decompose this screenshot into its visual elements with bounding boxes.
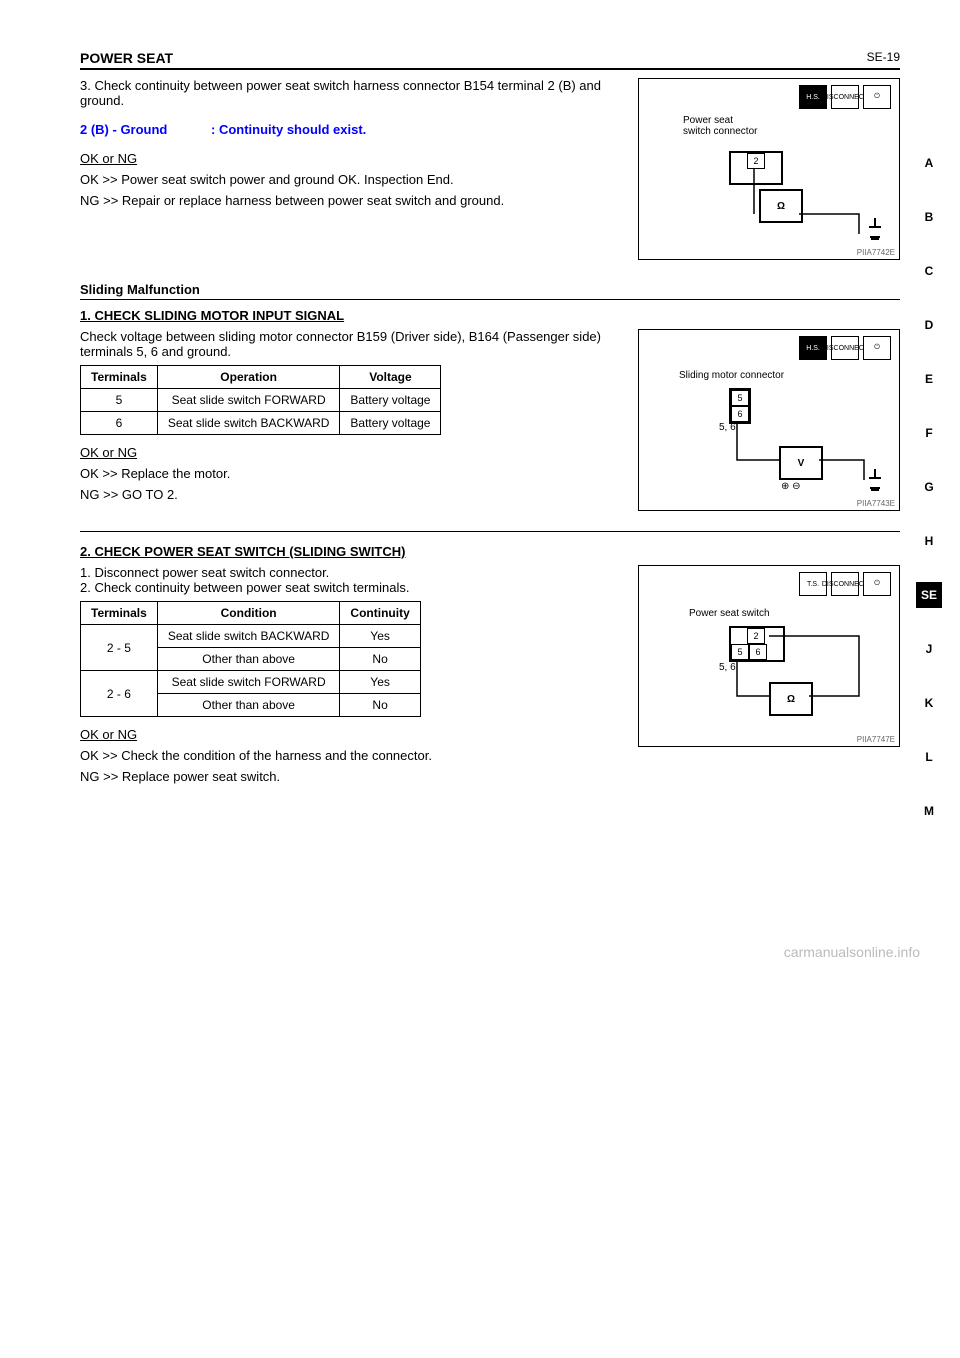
td: 5 [81, 389, 158, 412]
step-text: 3. Check continuity between power seat s… [80, 78, 622, 108]
td: Seat slide switch BACKWARD [157, 625, 340, 648]
measurement-right: : Continuity should exist. [211, 122, 366, 137]
th: Continuity [340, 602, 420, 625]
td: Battery voltage [340, 412, 441, 435]
ok-or-ng: OK or NG [80, 727, 622, 742]
sidebar-item-m[interactable]: M [916, 798, 942, 824]
check2-step1: 1. Disconnect power seat switch connecto… [80, 565, 622, 580]
ok-or-ng: OK or NG [80, 151, 622, 166]
check1-heading: 1. CHECK SLIDING MOTOR INPUT SIGNAL [80, 308, 900, 323]
td: Other than above [157, 648, 340, 671]
sidebar-item-k[interactable]: K [916, 690, 942, 716]
sidebar-item-d[interactable]: D [916, 312, 942, 338]
td: Yes [340, 671, 420, 694]
ok-result: OK >> Power seat switch power and ground… [80, 172, 622, 187]
check1-intro: Check voltage between sliding motor conn… [80, 329, 622, 359]
sidebar-item-j[interactable]: J [916, 636, 942, 662]
td: No [340, 648, 420, 671]
td: 6 [81, 412, 158, 435]
td: Yes [340, 625, 420, 648]
sidebar-item-c[interactable]: C [916, 258, 942, 284]
sidebar-item-e[interactable]: E [916, 366, 942, 392]
ok-result: OK >> Replace the motor. [80, 466, 622, 481]
figure-code: PIIA7742E [857, 248, 895, 257]
td: 2 - 6 [81, 671, 158, 717]
ng-result: NG >> Replace power seat switch. [80, 769, 622, 784]
ng-result: NG >> GO TO 2. [80, 487, 622, 502]
page-title: POWER SEAT [80, 50, 173, 66]
sidebar-item-se[interactable]: SE [916, 582, 942, 608]
ok-or-ng: OK or NG [80, 445, 622, 460]
th: Terminals [81, 366, 158, 389]
figure-code: PIIA7747E [857, 735, 895, 744]
td: Battery voltage [340, 389, 441, 412]
check2-step2: 2. Check continuity between power seat s… [80, 580, 622, 595]
th: Voltage [340, 366, 441, 389]
td: Seat slide switch BACKWARD [157, 412, 340, 435]
sidebar-item-b[interactable]: B [916, 204, 942, 230]
measurement-left: 2 (B) - Ground [80, 122, 167, 137]
ok-result: OK >> Check the condition of the harness… [80, 748, 622, 763]
th: Operation [157, 366, 340, 389]
page-number: SE-19 [867, 50, 900, 66]
check1-table: Terminals Operation Voltage 5 Seat slide… [80, 365, 441, 435]
sidebar-item-l[interactable]: L [916, 744, 942, 770]
figure-code: PIIA7743E [857, 499, 895, 508]
check2-table: Terminals Condition Continuity 2 - 5 Sea… [80, 601, 421, 717]
sidebar-item-g[interactable]: G [916, 474, 942, 500]
ng-result: NG >> Repair or replace harness between … [80, 193, 622, 208]
figure-1: H.S. DISCONNECT ⏻ Power seat switch conn… [638, 78, 900, 260]
figure-3: T.S. DISCONNECT ⏻ Power seat switch 2 5 … [638, 565, 900, 747]
td: No [340, 694, 420, 717]
th: Condition [157, 602, 340, 625]
sidebar-item-f[interactable]: F [916, 420, 942, 446]
td: 2 - 5 [81, 625, 158, 671]
section-heading: Sliding Malfunction [80, 282, 900, 300]
sidebar-item-h[interactable]: H [916, 528, 942, 554]
check2-heading: 2. CHECK POWER SEAT SWITCH (SLIDING SWIT… [80, 544, 900, 559]
section-sidebar: A B C D E F G H SE J K L M [916, 150, 942, 852]
td: Seat slide switch FORWARD [157, 671, 340, 694]
figure-2: H.S. DISCONNECT ⏻ Sliding motor connecto… [638, 329, 900, 511]
td: Other than above [157, 694, 340, 717]
watermark: carmanualsonline.info [0, 944, 960, 960]
sidebar-item-a[interactable]: A [916, 150, 942, 176]
td: Seat slide switch FORWARD [157, 389, 340, 412]
th: Terminals [81, 602, 158, 625]
